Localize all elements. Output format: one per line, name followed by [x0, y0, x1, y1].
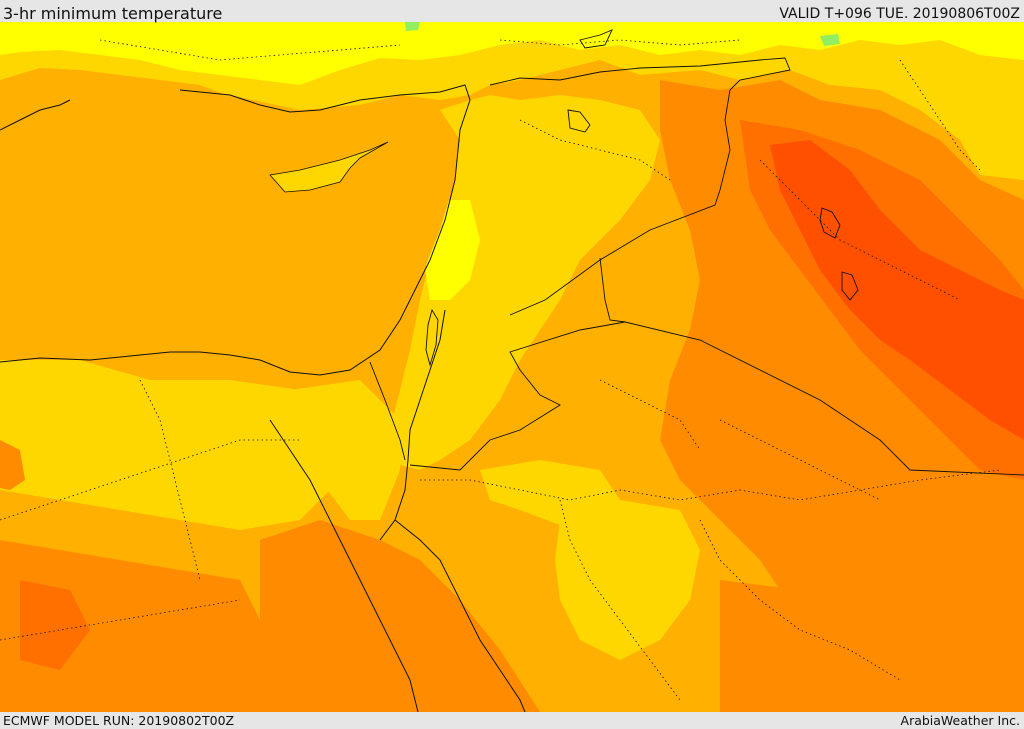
credit-label: ArabiaWeather Inc. [900, 713, 1020, 728]
egypt-yellow-region [0, 360, 340, 530]
valid-time-label: VALID T+096 TUE. 20190806T00Z [779, 6, 1020, 22]
map-canvas [0, 22, 1024, 712]
header-bar: 3-hr minimum temperature VALID T+096 TUE… [0, 0, 1024, 23]
cyprus [269, 141, 389, 193]
model-run-label: ECMWF MODEL RUN: 20190802T00Z [3, 713, 235, 728]
map-title: 3-hr minimum temperature [3, 4, 223, 23]
arabia-orange-region [720, 580, 920, 712]
green-patch-2 [820, 34, 840, 46]
country-borders [369, 57, 1024, 476]
province-borders [0, 39, 1001, 701]
coastlines [0, 84, 526, 712]
mediterranean-sea [0, 95, 455, 370]
green-patch-1 [405, 22, 420, 31]
africa-orange-region [0, 540, 300, 712]
footer-bar: ECMWF MODEL RUN: 20190802T00Z ArabiaWeat… [0, 712, 1024, 729]
saudi-yellow-patch [480, 460, 620, 525]
temperature-map[interactable] [0, 22, 1024, 712]
levant-yellow-region [390, 95, 660, 470]
south-yellow-region [555, 500, 700, 660]
red-sea-orange-region [260, 520, 540, 712]
lakes [425, 29, 859, 367]
africa-dark-patch [20, 580, 90, 670]
egypt-orange-left [0, 440, 25, 490]
sinai-yellow-region [290, 380, 400, 520]
north-bright-yellow-region [0, 22, 1024, 85]
